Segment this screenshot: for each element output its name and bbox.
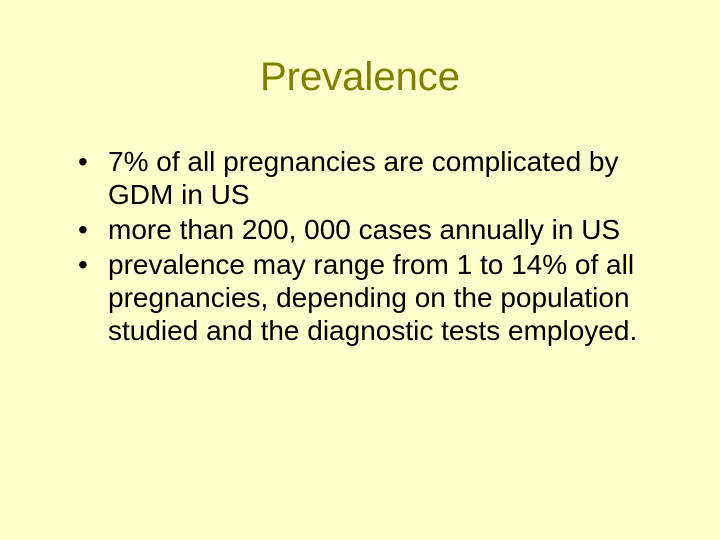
bullet-item: more than 200, 000 cases annually in US (78, 213, 660, 246)
bullet-list: 7% of all pregnancies are complicated by… (60, 145, 660, 347)
bullet-item: 7% of all pregnancies are complicated by… (78, 145, 660, 211)
bullet-item: prevalence may range from 1 to 14% of al… (78, 248, 660, 347)
slide-title: Prevalence (60, 55, 660, 100)
slide-container: Prevalence 7% of all pregnancies are com… (0, 0, 720, 540)
